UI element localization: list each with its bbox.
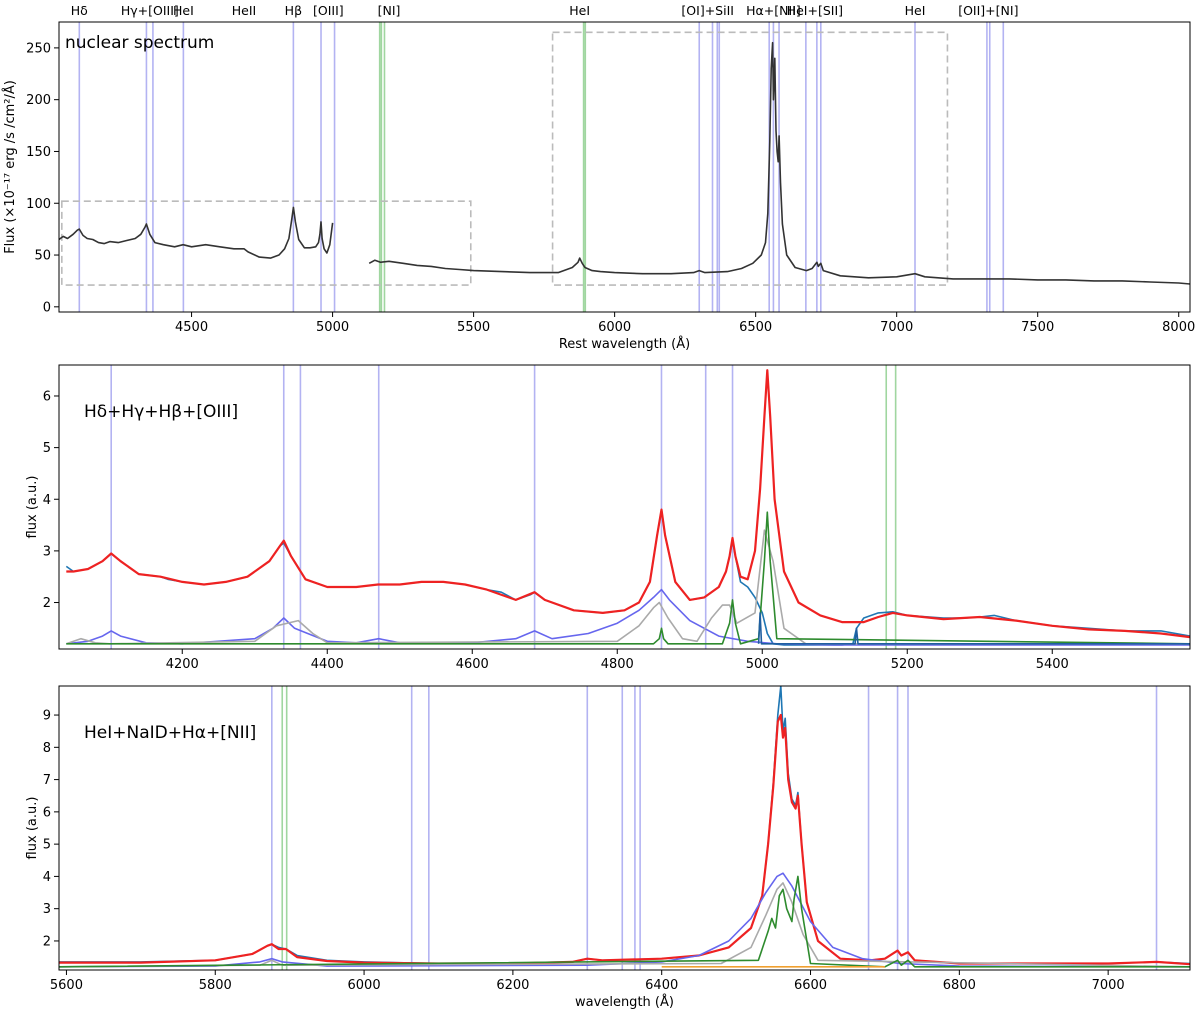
x-tick-label: 6800 <box>943 978 976 993</box>
spectrum-series-0 <box>368 41 1190 285</box>
y-axis-label: flux (a.u.) <box>25 476 40 539</box>
spectrum-series-0 <box>65 508 1190 646</box>
y-tick-label: 6 <box>43 389 51 404</box>
y-tick-label: 7 <box>43 773 51 788</box>
x-tick-label: 5000 <box>746 657 779 672</box>
y-tick-label: 5 <box>43 838 51 853</box>
y-tick-label: 9 <box>43 709 51 724</box>
emission-line-label: HeI <box>173 3 194 18</box>
plot-area <box>59 686 1190 970</box>
spectrum-series-5 <box>757 612 1190 645</box>
spectrum-series-2 <box>66 588 1190 646</box>
emission-line-label: [OII]+[NI] <box>958 3 1018 18</box>
emission-line-label: Hα+[NII] <box>746 3 801 18</box>
plot-area <box>65 365 1190 649</box>
y-tick-label: 100 <box>26 197 51 212</box>
x-tick-label: 7000 <box>880 320 913 335</box>
emission-line-label: [OIII] <box>313 3 344 18</box>
x-tick-label: 5400 <box>1036 657 1069 672</box>
emission-line-label: [NI] <box>378 3 401 18</box>
y-tick-label: 2 <box>43 596 51 611</box>
y-axis-label: flux (a.u.) <box>25 797 40 860</box>
x-tick-label: 5200 <box>891 657 924 672</box>
x-tick-label: 5600 <box>50 978 83 993</box>
emission-line-label: Hγ+[OIII] <box>121 3 179 18</box>
emission-line-label: HeI <box>569 3 590 18</box>
y-tick-label: 3 <box>43 902 51 917</box>
x-tick-label: 6200 <box>496 978 529 993</box>
x-tick-label: 7500 <box>1021 320 1054 335</box>
emission-line-label: HeI <box>905 3 926 18</box>
y-tick-label: 4 <box>43 870 51 885</box>
x-tick-label: 4400 <box>311 657 344 672</box>
y-axis-label: Flux (×10⁻¹⁷ erg /s /cm²/Å) <box>2 80 18 254</box>
y-tick-label: 4 <box>43 493 51 508</box>
plot-area <box>59 22 1190 312</box>
y-tick-label: 8 <box>43 741 51 756</box>
y-tick-label: 6 <box>43 805 51 820</box>
y-tick-label: 200 <box>26 93 51 108</box>
x-tick-label: 6000 <box>348 978 381 993</box>
y-tick-label: 50 <box>34 249 51 264</box>
y-tick-label: 0 <box>43 300 51 315</box>
x-tick-label: 4800 <box>601 657 634 672</box>
x-tick-label: 5000 <box>316 320 349 335</box>
spectrum-series-1 <box>66 369 1190 639</box>
axes-frame <box>58 21 1191 313</box>
x-tick-label: 6000 <box>598 320 631 335</box>
x-tick-label: 4500 <box>175 320 208 335</box>
x-tick-label: 8000 <box>1162 320 1195 335</box>
emission-line-label: [OI]+SiII <box>681 3 734 18</box>
spectrum-series-3 <box>66 529 1190 645</box>
y-tick-label: 2 <box>43 934 51 949</box>
x-tick-label: 6500 <box>739 320 772 335</box>
spectrum-series-1 <box>59 713 1190 966</box>
blue-lines-zoom-panel: 4200 4400 4600 4800 5000 5200 5400 2 3 4 5 6 Hδ+Hγ+H… <box>25 364 1191 672</box>
emission-line-label: Hδ <box>71 3 88 18</box>
x-tick-label: 4600 <box>456 657 489 672</box>
panel-title: nuclear spectrum <box>65 33 214 53</box>
x-axis-label: Rest wavelength (Å) <box>559 336 690 352</box>
x-tick-label: 5500 <box>457 320 490 335</box>
halpha-zoom-panel: 5600 5800 6000 6200 6400 6600 6800 7000 2 3 4 5 6 7 8 9… <box>25 685 1191 1010</box>
x-tick-label: 5800 <box>199 978 232 993</box>
emission-line-label: HeI+[SII] <box>787 3 843 18</box>
spectrum-series-4 <box>59 875 1190 968</box>
panel-title: Hδ+Hγ+Hβ+[OIII] <box>84 402 238 422</box>
nuclear-spectrum-panel: 4500 5000 5500 6000 6500 7000 7500 8000 0 50 100 15… <box>2 3 1195 352</box>
x-tick-label: 6600 <box>794 978 827 993</box>
axes-frame <box>58 685 1191 971</box>
y-tick-label: 150 <box>26 145 51 160</box>
y-tick-label: 250 <box>26 41 51 56</box>
x-axis-label: wavelength (Å) <box>575 994 674 1010</box>
spectrum-series-2 <box>59 872 1190 968</box>
x-tick-label: 4200 <box>166 657 199 672</box>
x-tick-label: 7000 <box>1092 978 1125 993</box>
emission-line-label: HeII <box>232 3 256 18</box>
spectrum-series-0 <box>59 206 334 259</box>
zoom-region-box <box>551 31 949 286</box>
spectrum-series-3 <box>59 882 1190 968</box>
y-tick-label: 3 <box>43 544 51 559</box>
zoom-region-box <box>61 200 472 286</box>
y-tick-label: 5 <box>43 441 51 456</box>
spectrum-series-4 <box>66 511 1190 645</box>
emission-line-label: Hβ <box>285 3 302 18</box>
panel-title: HeI+NaID+Hα+[NII] <box>84 723 256 743</box>
axes-frame <box>58 364 1191 650</box>
x-tick-label: 6400 <box>645 978 678 993</box>
